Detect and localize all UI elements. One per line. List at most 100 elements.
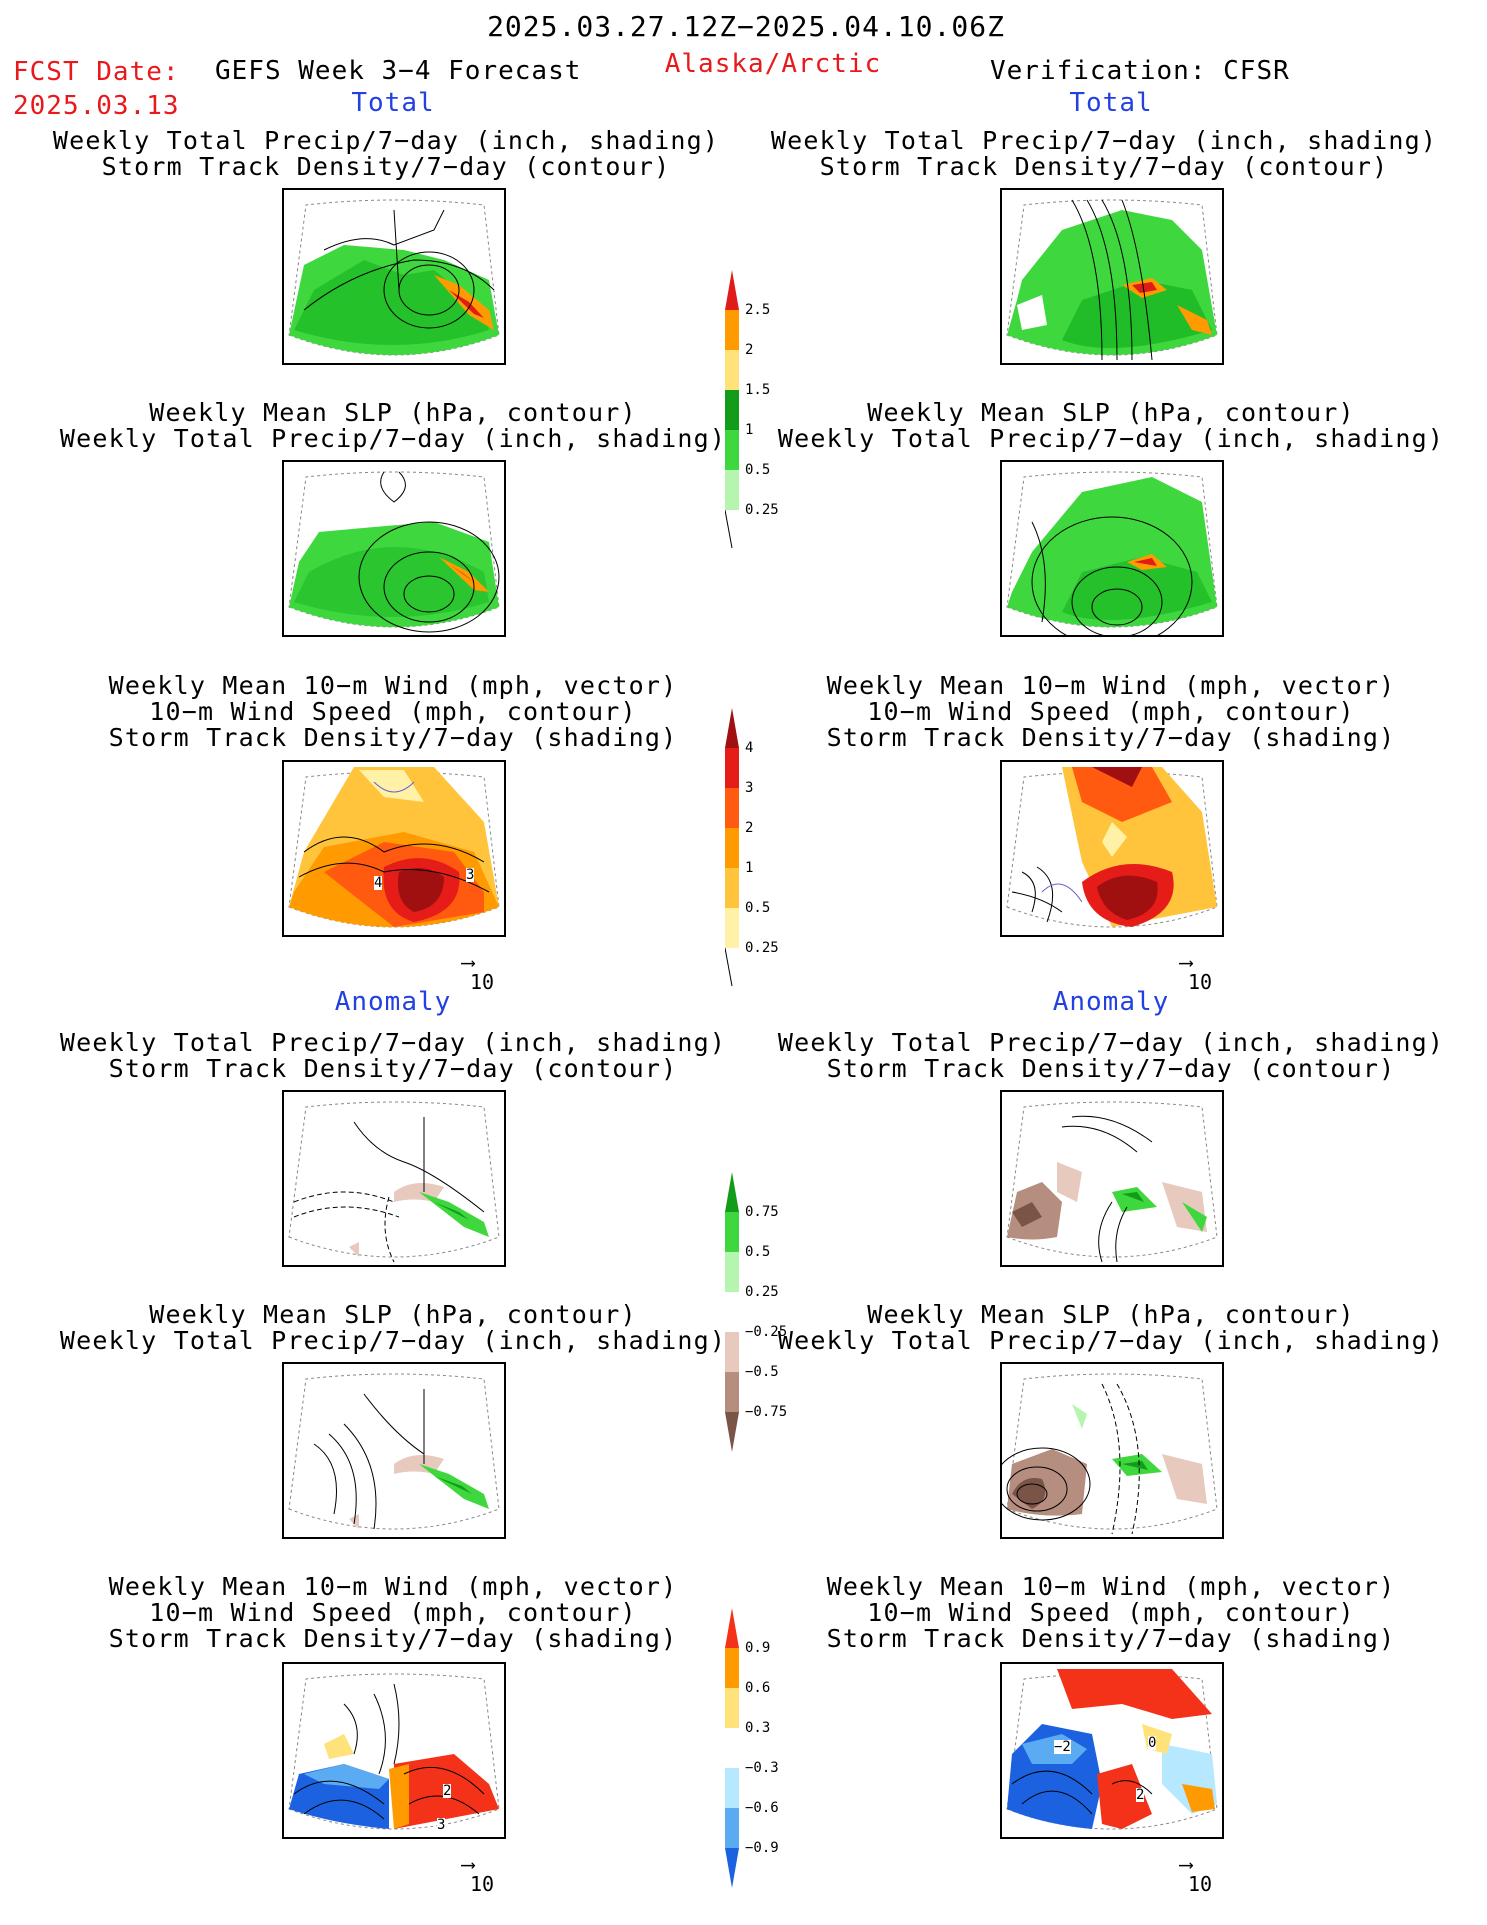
colorbar-swatch — [725, 868, 739, 908]
colorbar-swatch — [725, 1808, 739, 1848]
colorbar-tail — [725, 947, 733, 987]
title-fc-anom-slp-precip: Weekly Mean SLP (hPa, contour) Weekly To… — [59, 1300, 727, 1355]
map-label: −2 — [1054, 1739, 1071, 1755]
colorbar-label: 0.25 — [745, 1284, 779, 1300]
verification-label: Verification: CFSR — [990, 56, 1290, 86]
map-fc-total-slp-precip — [282, 460, 506, 637]
colorbar-label: 1 — [745, 860, 754, 876]
map-ver-total-wind-storm — [1000, 760, 1224, 937]
colorbar-swatch — [725, 788, 739, 828]
colorbar-tail — [725, 509, 733, 549]
colorbar-swatch — [725, 1728, 739, 1768]
colorbar-swatch — [725, 1372, 739, 1412]
section-anomaly-right: Anomaly — [1052, 987, 1170, 1017]
map-fc-total-precip-storm — [282, 188, 506, 365]
map-label: 0 — [1148, 1735, 1157, 1751]
colorbar-swatch — [725, 470, 739, 510]
colorbar-label: 0.6 — [745, 1680, 771, 1696]
colorbar-label: 2 — [745, 342, 754, 358]
colorbar-swatch — [725, 748, 739, 788]
title-ver-anom-slp-precip: Weekly Mean SLP (hPa, contour) Weekly To… — [777, 1300, 1445, 1355]
section-total-left: Total — [351, 88, 435, 118]
map-label: 4 — [374, 875, 383, 891]
title-fc-anom-precip-storm: Weekly Total Precip/7−day (inch, shading… — [59, 1028, 727, 1083]
colorbar-label: −0.9 — [745, 1840, 779, 1856]
colorbar-swatch — [725, 1648, 739, 1688]
colorbar-swatch — [725, 828, 739, 868]
title-fc-total-slp-precip: Weekly Mean SLP (hPa, contour) Weekly To… — [59, 398, 727, 453]
region-label: Alaska/Arctic — [664, 49, 882, 79]
colorbar-label: 1 — [745, 422, 754, 438]
colorbar-label: 2 — [745, 820, 754, 836]
map-label: 2 — [443, 1783, 452, 1799]
colorbar-label: −0.25 — [745, 1324, 788, 1340]
colorbar-swatch — [725, 430, 739, 470]
map-fc-anom-slp-precip — [282, 1362, 506, 1539]
title-ver-anom-wind-storm: Weekly Mean 10−m Wind (mph, vector) 10−m… — [826, 1572, 1396, 1653]
title-ver-total-precip-storm: Weekly Total Precip/7−day (inch, shading… — [770, 126, 1438, 181]
colorbar-label: −0.6 — [745, 1800, 779, 1816]
colorbar-swatch — [725, 390, 739, 430]
date-range: 2025.03.27.12Z−2025.04.10.06Z — [487, 10, 1005, 43]
colorbar-swatch — [725, 310, 739, 350]
colorbar-label: 0.75 — [745, 1204, 779, 1220]
vector-arrow-icon: ⟶ — [1180, 1852, 1193, 1876]
colorbar-swatch — [725, 1848, 739, 1888]
colorbar-swatch — [725, 1768, 739, 1808]
colorbar-label: 1.5 — [745, 382, 771, 398]
colorbar-label: 0.5 — [745, 462, 771, 478]
colorbar-swatch — [725, 1412, 739, 1452]
colorbar-label: 0.9 — [745, 1640, 771, 1656]
title-fc-anom-wind-storm: Weekly Mean 10−m Wind (mph, vector) 10−m… — [108, 1572, 678, 1653]
colorbar-label: 0.5 — [745, 1244, 771, 1260]
map-label: 3 — [466, 867, 475, 883]
map-fc-anom-wind-storm: 2 3 — [282, 1662, 506, 1839]
colorbar-svg — [725, 1608, 739, 1888]
colorbar-swatch — [725, 1292, 739, 1332]
map-fc-anom-precip-storm — [282, 1090, 506, 1267]
fcst-date-label: FCST Date: — [13, 57, 180, 87]
colorbar-svg — [725, 270, 739, 549]
colorbar-svg — [725, 1172, 739, 1452]
colorbar-label: 0.25 — [745, 502, 779, 518]
title-ver-anom-precip-storm: Weekly Total Precip/7−day (inch, shading… — [777, 1028, 1445, 1083]
vector-ref-label: 10 — [470, 1872, 495, 1896]
colorbar-swatch — [725, 1688, 739, 1728]
colorbar-label: 4 — [745, 740, 754, 756]
colorbar-label: −0.5 — [745, 1364, 779, 1380]
section-total-right: Total — [1069, 88, 1153, 118]
colorbar-swatch — [725, 1172, 739, 1212]
colorbar-swatch — [725, 1332, 739, 1372]
map-ver-anom-precip-storm — [1000, 1090, 1224, 1267]
colorbar-swatch — [725, 1608, 739, 1648]
map-label: 2 — [1136, 1787, 1145, 1803]
title-fc-total-precip-storm: Weekly Total Precip/7−day (inch, shading… — [52, 126, 720, 181]
colorbar-label: 0.25 — [745, 940, 779, 956]
vector-arrow-icon: ⟶ — [462, 1852, 475, 1876]
vector-ref-label: 10 — [470, 970, 495, 994]
forecast-title: GEFS Week 3−4 Forecast — [215, 56, 582, 86]
vector-ref-label: 10 — [1188, 1872, 1213, 1896]
colorbar-swatch — [725, 350, 739, 390]
colorbar-label: 0.5 — [745, 900, 771, 916]
map-ver-total-slp-precip — [1000, 460, 1224, 637]
vector-arrow-icon: ⟶ — [462, 950, 475, 974]
colorbar-swatch — [725, 1252, 739, 1292]
map-ver-total-precip-storm — [1000, 188, 1224, 365]
colorbar-swatch — [725, 1212, 739, 1252]
map-ver-anom-wind-storm: −2 0 2 — [1000, 1662, 1224, 1839]
title-ver-total-wind-storm: Weekly Mean 10−m Wind (mph, vector) 10−m… — [826, 671, 1396, 752]
vector-arrow-icon: ⟶ — [1180, 950, 1193, 974]
title-fc-total-wind-storm: Weekly Mean 10−m Wind (mph, vector) 10−m… — [108, 671, 678, 752]
colorbar-label: −0.75 — [745, 1404, 788, 1420]
colorbar-svg — [725, 708, 739, 987]
vector-ref-label: 10 — [1188, 970, 1213, 994]
fcst-date: 2025.03.13 — [13, 91, 180, 121]
title-ver-total-slp-precip: Weekly Mean SLP (hPa, contour) Weekly To… — [777, 398, 1445, 453]
colorbar-swatch — [725, 270, 739, 310]
map-label: 3 — [437, 1817, 446, 1833]
map-fc-total-wind-storm: 4 3 — [282, 760, 506, 937]
colorbar-swatch — [725, 908, 739, 948]
map-ver-anom-slp-precip — [1000, 1362, 1224, 1539]
